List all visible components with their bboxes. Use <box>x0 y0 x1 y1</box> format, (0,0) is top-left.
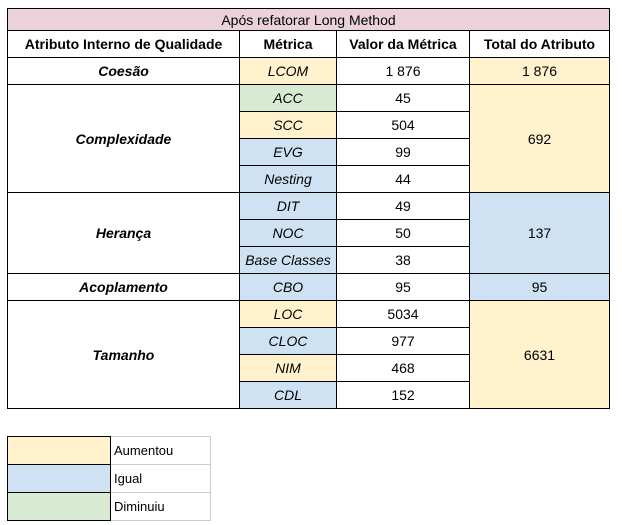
header-attribute: Atributo Interno de Qualidade <box>7 30 240 58</box>
total-cell: 137 <box>469 192 610 274</box>
legend-label-diminuiu: Diminuiu <box>110 492 211 521</box>
table-row: Nesting 44 <box>8 165 610 193</box>
metric-cell: NOC <box>239 219 337 247</box>
total-cell: 95 <box>469 273 610 301</box>
value-cell: 152 <box>336 381 470 409</box>
value-cell: 468 <box>336 354 470 382</box>
total-cell: 6631 <box>469 300 610 409</box>
metric-cell: EVG <box>239 138 337 166</box>
metric-cell: NIM <box>239 354 337 382</box>
attribute-cell: Acoplamento <box>7 273 240 301</box>
table-row: Acoplamento CBO 95 95 <box>7 273 610 301</box>
table-row: Herança DIT 49 137 <box>7 192 610 274</box>
table-row: EVG 99 <box>8 138 610 166</box>
table-row: CDL 152 <box>8 381 610 409</box>
table-row: SCC 504 <box>8 111 610 139</box>
header-total: Total do Atributo <box>469 30 610 58</box>
legend-swatch-diminuiu <box>7 492 111 521</box>
metric-cell: LOC <box>239 300 337 328</box>
value-cell: 49 <box>336 192 470 220</box>
header-value: Valor da Métrica <box>336 30 470 58</box>
metric-cell: CDL <box>239 381 337 409</box>
table-row: Complexidade ACC 45 692 <box>7 84 610 193</box>
total-cell: 1 876 <box>469 57 610 85</box>
table-row: CLOC 977 <box>8 327 610 355</box>
value-cell: 977 <box>336 327 470 355</box>
legend-row: Igual <box>7 464 211 493</box>
table-title: Após refatorar Long Method <box>7 8 610 31</box>
legend-swatch-igual <box>7 464 111 493</box>
attribute-cell: Herança <box>7 192 240 274</box>
table-row: Tamanho LOC 5034 6631 <box>7 300 610 409</box>
metric-cell: Nesting <box>239 165 337 193</box>
value-cell: 95 <box>336 273 470 301</box>
legend-row: Aumentou <box>7 436 211 465</box>
legend-label-aumentou: Aumentou <box>110 436 211 465</box>
metric-cell: ACC <box>239 84 337 112</box>
attribute-cell: Tamanho <box>7 300 240 409</box>
attribute-cell: Coesão <box>7 57 240 85</box>
metric-cell: SCC <box>239 111 337 139</box>
legend-label-igual: Igual <box>110 464 211 493</box>
attribute-cell: Complexidade <box>7 84 240 193</box>
value-cell: 50 <box>336 219 470 247</box>
color-legend: Aumentou Igual Diminuiu <box>7 436 211 521</box>
value-cell: 5034 <box>336 300 470 328</box>
legend-swatch-aumentou <box>7 436 111 465</box>
metric-cell: DIT <box>239 192 337 220</box>
metric-cell: CBO <box>239 273 337 301</box>
total-cell: 692 <box>469 84 610 193</box>
value-cell: 44 <box>336 165 470 193</box>
value-cell: 38 <box>336 246 470 274</box>
value-cell: 504 <box>336 111 470 139</box>
metric-cell: Base Classes <box>239 246 337 274</box>
value-cell: 1 876 <box>336 57 470 85</box>
value-cell: 99 <box>336 138 470 166</box>
header-metric: Métrica <box>239 30 337 58</box>
value-cell: 45 <box>336 84 470 112</box>
metric-cell: LCOM <box>239 57 337 85</box>
metric-cell: CLOC <box>239 327 337 355</box>
table-row: Base Classes 38 <box>8 246 610 274</box>
table-row: Coesão LCOM 1 876 1 876 <box>7 57 610 85</box>
legend-row: Diminuiu <box>7 492 211 521</box>
table-row: NIM 468 <box>8 354 610 382</box>
metrics-table: Após refatorar Long Method Atributo Inte… <box>7 8 610 409</box>
table-row: NOC 50 <box>8 219 610 247</box>
